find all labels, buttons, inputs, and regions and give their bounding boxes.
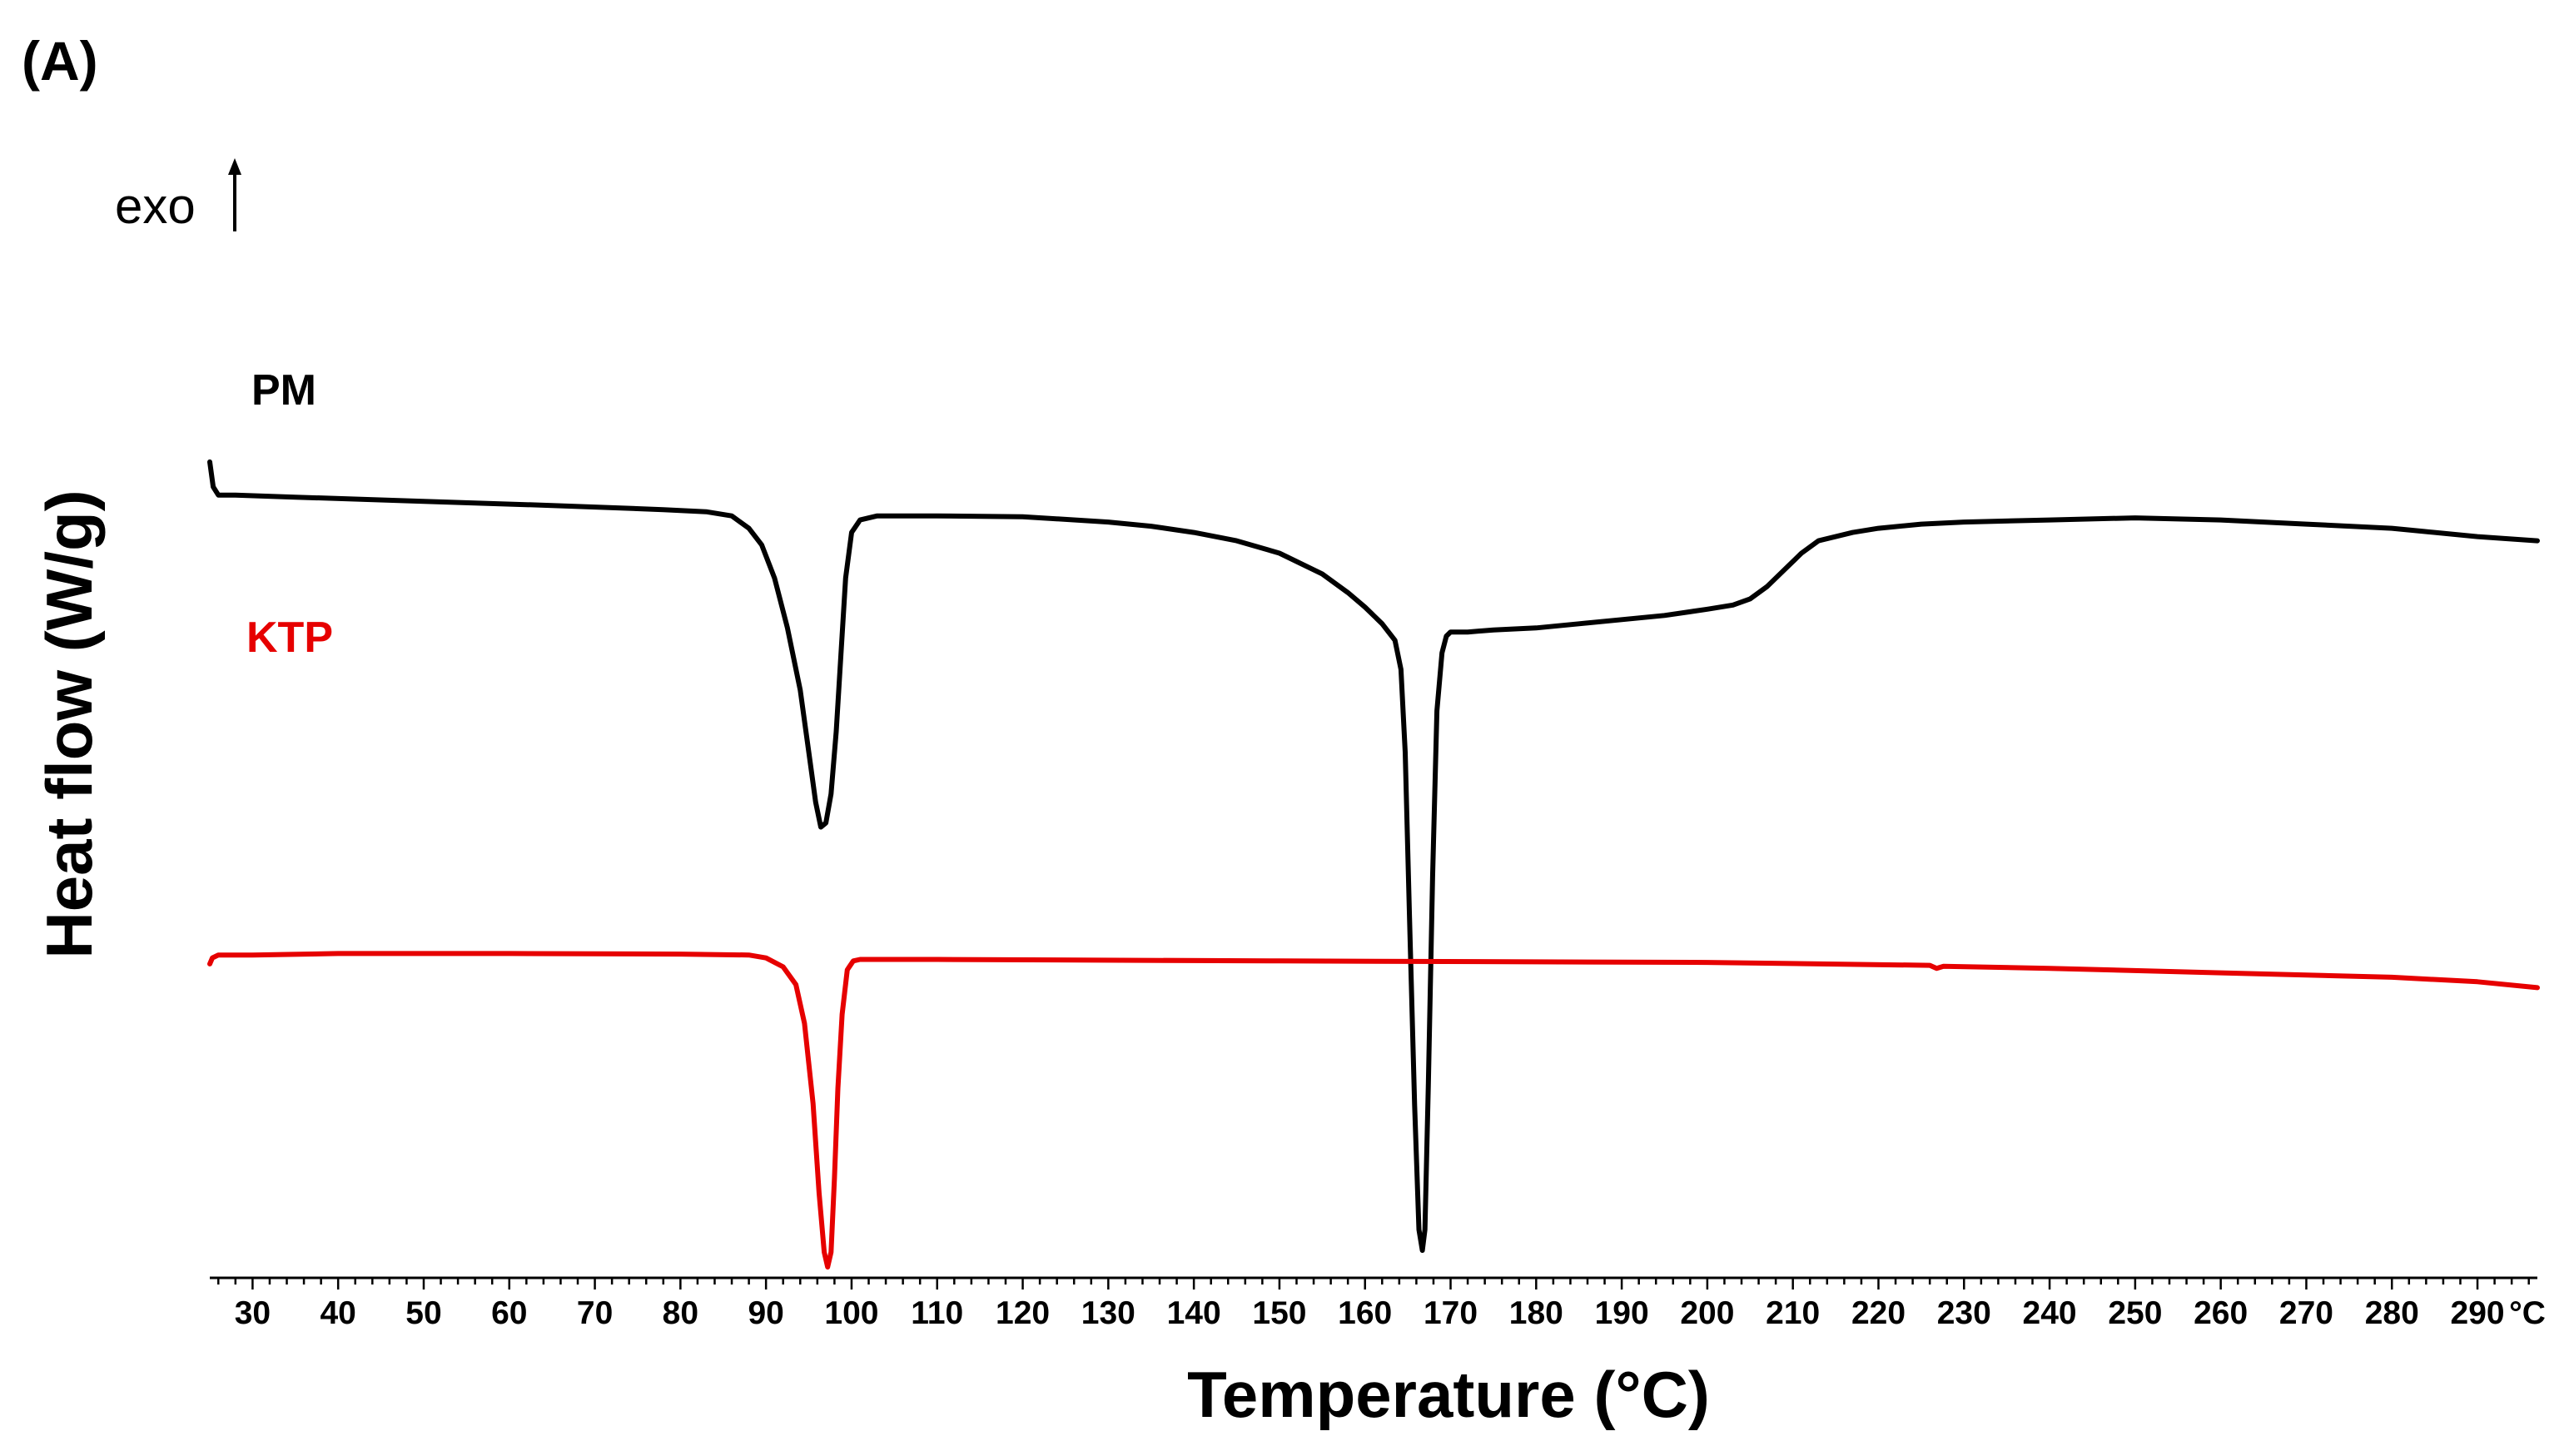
series-label-ktp: KTP [246,614,333,662]
x-tick-label: 160 [1338,1295,1392,1331]
x-tick-label: 280 [2365,1295,2419,1331]
x-tick-label: 210 [1766,1295,1820,1331]
x-tick-label: 90 [748,1295,783,1331]
x-axis-title: Temperature (°C) [1187,1358,1710,1431]
series-curve-pm [207,459,2540,1253]
x-tick-label: 140 [1167,1295,1221,1331]
x-tick-label: 60 [491,1295,527,1331]
series-curves [207,459,2540,1270]
x-tick-label: 40 [320,1295,355,1331]
x-axis-minor-ticks [217,1278,2530,1285]
x-tick-label: 130 [1081,1295,1135,1331]
x-tick-label: 290 [2451,1295,2505,1331]
x-tick-label: 260 [2194,1295,2248,1331]
exo-indicator: exo [115,158,241,234]
x-tick-label: 220 [1851,1295,1906,1331]
x-tick-label: 150 [1252,1295,1306,1331]
series-label-pm: PM [251,366,316,415]
x-axis-unit-label: °C [2509,1295,2546,1331]
y-axis-title: Heat flow (W/g) [32,489,106,958]
panel-label: (A) [22,30,98,92]
x-tick-label: 180 [1509,1295,1563,1331]
x-tick-label: 170 [1424,1295,1478,1331]
x-tick-label: 70 [577,1295,613,1331]
x-tick-label: 190 [1595,1295,1649,1331]
x-axis-tick-labels: 30 40 50 60 70 80 90 100 110 120 130 140 150 160 170 18… [235,1295,2505,1331]
exo-label: exo [115,178,196,234]
x-tick-label: 110 [911,1295,963,1331]
x-tick-label: 120 [996,1295,1050,1331]
x-tick-label: 240 [2023,1295,2077,1331]
x-tick-label: 80 [663,1295,698,1331]
x-axis-major-ticks [251,1278,2479,1290]
x-tick-label: 30 [235,1295,271,1331]
x-tick-label: 100 [824,1295,878,1331]
series-curve-ktp [207,951,2540,1270]
x-tick-label: 50 [405,1295,441,1331]
x-tick-label: 230 [1937,1295,1991,1331]
x-tick-label: 270 [2279,1295,2333,1331]
x-tick-label: 250 [2108,1295,2162,1331]
exo-up-arrow-icon [228,158,241,231]
x-tick-label: 200 [1680,1295,1734,1331]
